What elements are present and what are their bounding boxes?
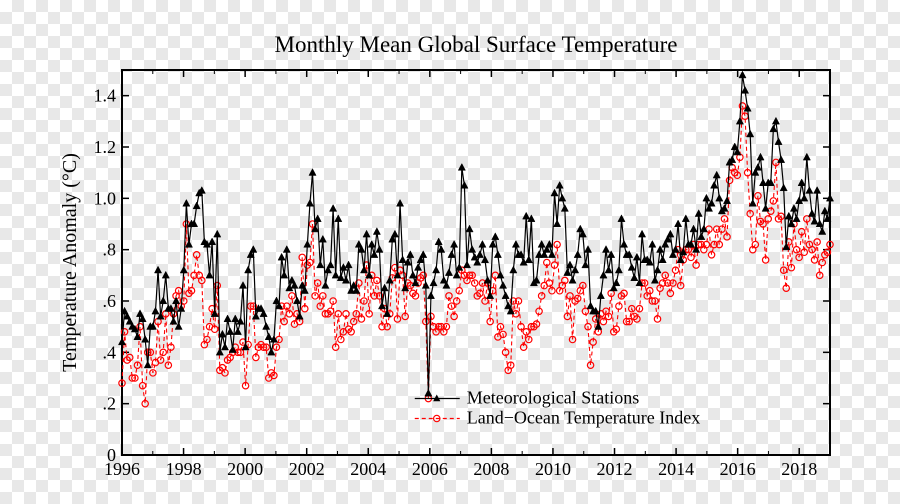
y-tick-label: .6 [103,291,117,311]
y-tick-label: .4 [103,342,117,362]
y-tick-label: .2 [103,394,117,414]
x-tick-label: 2006 [412,459,448,479]
chart-title: Monthly Mean Global Surface Temperature [275,32,678,57]
legend: Meteorological StationsLand−Ocean Temper… [415,388,700,428]
x-tick-label: 2018 [781,459,817,479]
land-ocean-markers [119,103,833,407]
land-ocean-line [122,106,830,404]
y-tick-label: 1.0 [94,188,117,208]
x-tick-label: 2008 [473,459,509,479]
y-tick-label: 1.4 [94,86,117,106]
stations-line [122,75,830,393]
x-tick-label: 2012 [597,459,633,479]
x-tick-label: 2002 [289,459,325,479]
y-tick-label: 1.2 [94,137,117,157]
x-tick-label: 2014 [658,459,694,479]
x-tick-label: 2010 [535,459,571,479]
x-tick-label: 2016 [720,459,756,479]
legend-label: Meteorological Stations [467,388,639,408]
chart-container: Monthly Mean Global Surface Temperature0… [50,30,840,490]
temperature-chart: Monthly Mean Global Surface Temperature0… [50,30,840,490]
x-tick-label: 1996 [104,459,140,479]
y-axis-label: Temperature Anomaly (°C) [59,153,81,372]
legend-label: Land−Ocean Temperature Index [467,408,700,428]
x-tick-label: 2004 [350,459,386,479]
y-tick-label: .8 [103,240,117,260]
x-tick-label: 1998 [166,459,202,479]
x-tick-label: 2000 [227,459,263,479]
